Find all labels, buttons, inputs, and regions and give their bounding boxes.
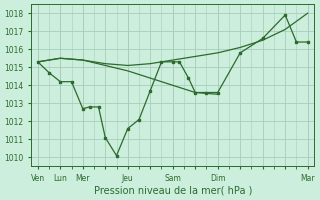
X-axis label: Pression niveau de la mer( hPa ): Pression niveau de la mer( hPa ) bbox=[93, 186, 252, 196]
